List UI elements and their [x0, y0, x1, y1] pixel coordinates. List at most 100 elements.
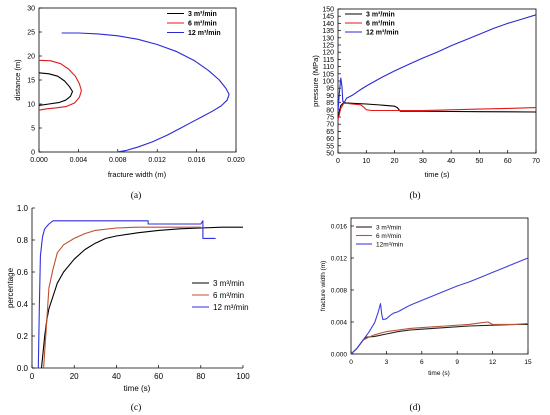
x-tick-label: 0 [30, 372, 35, 381]
y-tick-label: 15 [27, 77, 35, 84]
chart-panel-d: 0 3 6 9 12 15 0.000 0.004 0.008 0.012 0.016 time (s… [320, 217, 532, 413]
series-line-2 [43, 226, 201, 369]
y-tick-label: 0.6 [17, 268, 29, 277]
legend: 3 m³/min 6 m³/min 12 m³/min [345, 11, 399, 36]
series-line-1 [350, 323, 528, 355]
y-tick-label: 85 [326, 100, 334, 107]
legend-label: 6 m³/min [376, 233, 402, 240]
y-tick-label: 1.0 [17, 204, 29, 213]
chart-panel-a: 0.000 0.004 0.008 0.012 0.016 0.020 0 5 10 15 20 25… [13, 5, 245, 201]
y-tick-label: 145 [322, 14, 334, 21]
legend-label: 6 m³/min [213, 291, 244, 300]
y-tick-label: 130 [322, 35, 334, 42]
x-tick-label: 60 [154, 372, 163, 381]
legend-label: 3 m³/min [376, 224, 402, 231]
y-tick-label: 140 [322, 21, 334, 28]
x-tick-label: 10 [362, 158, 370, 165]
x-axis-title: fracture width (m) [108, 170, 167, 179]
y-axis-title: percentage [6, 267, 15, 308]
y-tick-label: 60 [326, 136, 334, 143]
x-tick-label: 20 [70, 372, 79, 381]
x-tick-label: 15 [524, 359, 532, 366]
y-tick-label: 50 [326, 150, 334, 157]
x-tick-label: 0 [349, 359, 353, 366]
y-tick-label: 120 [322, 50, 334, 57]
legend: 3 m³/min 6 m³/min 12 m³/min [167, 11, 221, 37]
series-line-1 [38, 72, 74, 106]
y-tick-label: 100 [322, 78, 334, 85]
y-tick-label: 0.8 [17, 236, 29, 245]
y-tick-label: 10 [27, 101, 35, 108]
legend-label: 6 m³/min [366, 20, 395, 27]
legend-label: 12 m³/min [188, 30, 221, 37]
x-tick-label: 12 [489, 359, 497, 366]
y-tick-label: 20 [27, 53, 35, 60]
x-tick-label: 3 [385, 359, 389, 366]
x-tick-label: 40 [447, 158, 455, 165]
plot-frame [350, 217, 529, 355]
y-tick-label: 0.2 [17, 332, 29, 341]
y-tick-label: 90 [326, 93, 334, 100]
y-tick-label: 0.016 [331, 223, 348, 230]
chart-panel-b: 0 10 20 30 40 50 60 705055606570758085909510010… [311, 6, 540, 201]
y-tick-label: 0.000 [331, 351, 348, 358]
y-tick-label: 110 [323, 64, 334, 71]
y-tick-label: 115 [323, 57, 334, 64]
y-tick-label: 125 [322, 42, 334, 49]
y-tick-label: 0.0 [17, 364, 29, 373]
x-tick-label: 0.000 [30, 157, 48, 164]
x-tick-label: 0.004 [70, 157, 88, 164]
x-tick-label: 30 [419, 158, 427, 165]
x-tick-label: 100 [236, 372, 250, 381]
y-tick-label: 5 [31, 125, 35, 132]
legend-label: 12 m³/min [213, 303, 249, 312]
x-tick-label: 50 [476, 158, 484, 165]
series-line-3 [337, 14, 537, 112]
series-line-2 [337, 102, 537, 121]
series-line-2 [38, 59, 82, 111]
y-tick-label: 95 [326, 86, 334, 93]
x-tick-label: 0.012 [148, 157, 166, 164]
y-tick-label: 135 [322, 28, 334, 35]
x-axis-title: time (s) [124, 384, 151, 393]
legend-label: 12 m³/min [366, 29, 399, 36]
x-tick-label: 40 [112, 372, 121, 381]
x-tick-label: 0.008 [109, 157, 127, 164]
series-line-3 [350, 257, 529, 355]
y-axis-title: distance (m) [13, 59, 22, 101]
x-tick-label: 0.016 [188, 157, 206, 164]
x-tick-label: 0 [336, 158, 340, 165]
x-tick-label: 6 [420, 359, 424, 366]
y-tick-label: 75 [326, 114, 334, 121]
y-axis-title: pressure (MPa) [311, 55, 320, 107]
x-tick-label: 60 [504, 158, 512, 165]
legend-label: 3 m³/min [213, 279, 244, 288]
y-tick-label: 25 [27, 29, 35, 36]
x-tick-label: 70 [532, 158, 540, 165]
chart-panel-c: 0 20 40 60 80 100 0.0 0.2 0.4 0.6 0.8 1.0 time (s) pe… [6, 204, 250, 413]
y-tick-label: 0.004 [331, 319, 348, 326]
panel-label: (c) [131, 402, 142, 413]
legend-label: 3 m³/min [366, 11, 395, 18]
legend-label: 3 m³/min [188, 11, 217, 18]
series-line-2 [350, 321, 529, 355]
y-tick-label: 70 [326, 122, 334, 129]
x-tick-label: 0.020 [227, 157, 245, 164]
series-line-3 [61, 32, 230, 153]
y-tick-label: 0.008 [331, 287, 348, 294]
x-tick-label: 20 [391, 158, 399, 165]
panel-label: (d) [409, 402, 420, 413]
series-line-1 [337, 102, 537, 118]
y-tick-label: 0 [31, 149, 35, 156]
y-tick-label: 80 [326, 107, 334, 114]
y-tick-label: 65 [326, 129, 334, 136]
x-tick-label: 80 [196, 372, 205, 381]
series-line-1 [40, 226, 243, 369]
y-tick-label: 150 [322, 6, 334, 13]
y-axis-title: fracture width (m) [320, 261, 327, 312]
x-axis-title: time (s) [425, 170, 451, 179]
legend-label: 12m³/min [376, 241, 403, 248]
y-tick-label: 0.4 [17, 300, 29, 309]
